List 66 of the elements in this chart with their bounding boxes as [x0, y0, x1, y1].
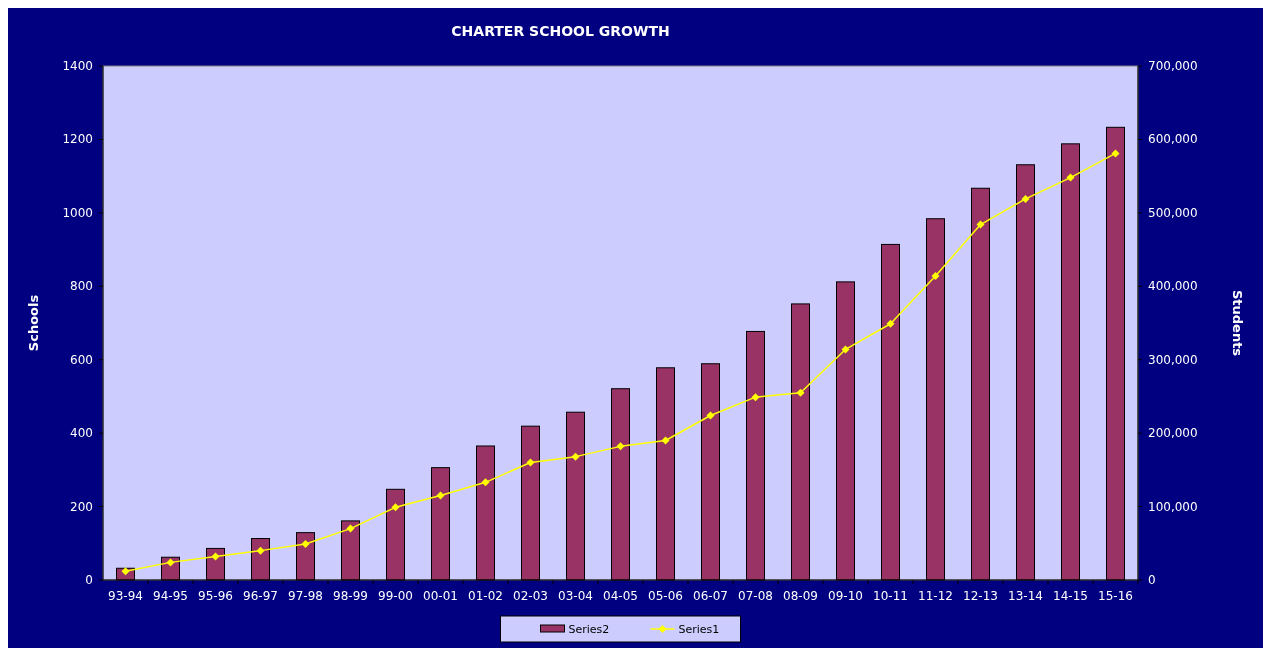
point	[301, 540, 310, 549]
y2-tick-label: 0	[1148, 573, 1156, 587]
y-tick-label: 600	[70, 352, 93, 367]
x-tick-label: 01-02	[468, 589, 503, 603]
x-tick-label: 09-10	[828, 589, 863, 603]
point	[1111, 149, 1120, 158]
y-axis-title: Schools	[26, 294, 41, 352]
y-tick-label: 0	[85, 573, 93, 587]
x-tick-label: 10-11	[873, 589, 908, 603]
point	[571, 452, 580, 461]
point	[391, 503, 400, 512]
point	[481, 478, 490, 487]
x-tick-label: 07-08	[738, 589, 773, 603]
y-tick-label: 1000	[62, 205, 93, 220]
point	[211, 552, 220, 561]
x-tick-label: 99-00	[378, 589, 413, 603]
point	[796, 388, 805, 397]
point	[166, 558, 175, 567]
point	[841, 345, 850, 354]
y-tick-label: 200	[70, 499, 93, 514]
y2-tick-label: 600,000	[1148, 132, 1198, 147]
x-tick-label: 06-07	[693, 589, 728, 603]
point	[661, 436, 670, 445]
point	[931, 272, 940, 281]
y2-tick-label: 300,000	[1148, 352, 1198, 367]
point	[346, 524, 355, 533]
y2-tick-label: 700,000	[1148, 59, 1198, 73]
point	[256, 546, 265, 555]
point	[886, 319, 895, 328]
x-tick-label: 00-01	[423, 589, 458, 603]
y-tick-label: 400	[70, 426, 93, 441]
x-tick-label: 93-94	[108, 589, 143, 603]
x-tick-label: 12-13	[963, 589, 998, 603]
x-tick-label: 05-06	[648, 589, 683, 603]
legend-label: Series1	[678, 623, 720, 636]
x-tick-label: 02-03	[513, 589, 548, 603]
y-tick-label: 800	[70, 279, 93, 294]
point	[976, 220, 985, 229]
y2-tick-label: 200,000	[1148, 426, 1198, 441]
point	[616, 442, 625, 451]
y2-tick-label: 500,000	[1148, 205, 1198, 220]
x-tick-label: 95-96	[198, 589, 233, 603]
point	[1021, 194, 1030, 203]
x-tick-label: 11-12	[918, 589, 953, 603]
point	[526, 458, 535, 467]
y2-tick-label: 100,000	[1148, 499, 1198, 514]
chart-title: CHARTER SCHOOL GROWTH	[451, 23, 670, 39]
x-tick-label: 04-05	[603, 589, 638, 603]
point	[436, 491, 445, 500]
y2-axis-title: Students	[1230, 289, 1245, 357]
x-tick-label: 98-99	[333, 589, 368, 603]
x-tick-label: 13-14	[1008, 589, 1043, 603]
point	[1066, 173, 1075, 182]
x-tick-label: 96-97	[243, 589, 278, 603]
point	[751, 393, 760, 402]
x-tick-label: 14-15	[1053, 589, 1088, 603]
x-tick-label: 15-16	[1098, 589, 1133, 603]
y-tick-label: 1200	[62, 132, 93, 147]
y-tick-label: 1400	[62, 59, 93, 73]
x-tick-label: 94-95	[153, 589, 188, 603]
y2-tick-label: 400,000	[1148, 279, 1198, 294]
x-tick-label: 08-09	[783, 589, 818, 603]
x-tick-label: 97-98	[288, 589, 323, 603]
x-tick-label: 03-04	[558, 589, 593, 603]
legend-label: Series2	[568, 623, 610, 636]
point	[706, 411, 715, 420]
